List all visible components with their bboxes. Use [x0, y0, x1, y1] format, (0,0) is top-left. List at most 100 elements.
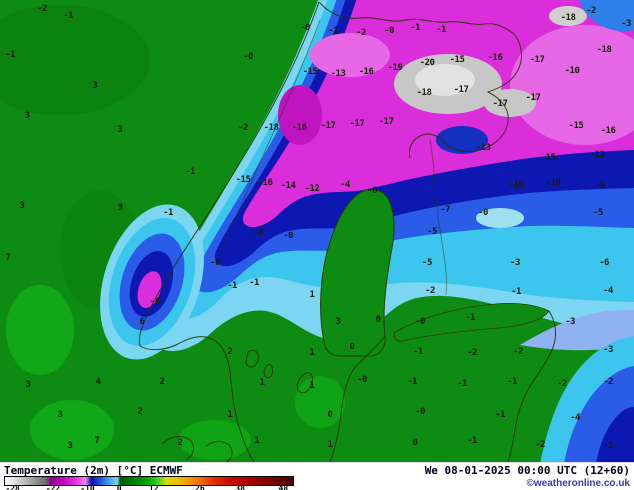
temp-label: -0 [415, 317, 425, 327]
temp-label: -1 [5, 50, 15, 60]
temp-label: -2 [425, 286, 435, 296]
temp-label: -5 [422, 258, 432, 268]
temp-label: -2 [467, 348, 477, 358]
white-sea-patch [436, 126, 488, 154]
temp-label: 3 [25, 380, 31, 390]
temp-label: 0 [375, 315, 381, 325]
temp-label: -20 [419, 58, 435, 68]
temp-label: 1 [309, 290, 315, 300]
temp-label: -1 [407, 377, 417, 387]
temp-label: 2 [159, 377, 165, 387]
temp-label: -15 [235, 175, 251, 185]
temp-label: 3 [92, 81, 98, 91]
temp-label: -15 [568, 121, 584, 131]
colorbar-tick: 48 [278, 484, 289, 490]
temp-label: 6 [139, 317, 145, 327]
temp-label: -1 [413, 347, 423, 357]
lake-patch [476, 208, 524, 228]
temp-label: -15 [302, 67, 318, 77]
gray-cold-core [415, 64, 475, 96]
temp-label: -3 [603, 345, 613, 355]
copyright-label: ©weatheronline.co.uk [526, 478, 630, 489]
temp-label: -1 [410, 23, 420, 33]
temp-label: -1 [457, 379, 467, 389]
temp-label: -13 [330, 69, 346, 79]
map-canvas: -2 -1 -0 -1 -2 -0 -1 -1 -2 -18 -3 -1 -0 -15 -13 -16 -19-… [0, 0, 634, 462]
temp-label: -13 [475, 143, 491, 153]
temp-label: 7 [5, 253, 11, 263]
temp-label: -3 [565, 317, 575, 327]
temp-label: -15 [449, 55, 465, 65]
colorbar-ticks: -28 -22 -10 0 12 26 38 48 [4, 484, 292, 490]
colorbar-tick: -28 [5, 484, 20, 490]
temp-label: -4 [340, 180, 350, 190]
temp-label: -2 [238, 123, 248, 133]
datetime-label: We 08-01-2025 00:00 UTC (12+60) [424, 464, 630, 477]
product-title: Temperature (2m) [°C] ECMWF [4, 464, 183, 477]
temp-label: 7 [94, 436, 100, 446]
temp-label: -0 [243, 52, 253, 62]
temp-label: 4 [95, 377, 101, 387]
temp-label: -1 [249, 278, 259, 288]
temp-label: -1 [185, 167, 195, 177]
temp-label: 3 [19, 201, 25, 211]
temp-label: -18 [416, 88, 432, 98]
temp-label: -17 [378, 117, 394, 127]
temp-label: -19 [387, 63, 403, 73]
cold-bands [148, 0, 634, 351]
temp-label: 3 [117, 203, 123, 213]
gray-cold-core [549, 6, 587, 26]
temp-label: -2 [603, 377, 613, 387]
temp-label: -18 [560, 13, 576, 23]
temp-label: -10 [508, 180, 524, 190]
temp-label: -12 [589, 150, 605, 160]
temp-label: -6 [367, 186, 377, 196]
temp-label: -15 [540, 153, 556, 163]
legend-bar: Temperature (2m) [°C] ECMWF We 08-01-202… [0, 462, 634, 490]
temp-label: -3 [510, 258, 520, 268]
temp-label: -6 [150, 297, 160, 307]
temperature-colorbar [4, 476, 294, 486]
temp-label: -17 [492, 99, 508, 109]
gray-cold-core [484, 89, 536, 117]
temp-label: -6 [599, 258, 609, 268]
temp-label: -1 [436, 25, 446, 35]
colorbar-tick: -10 [80, 484, 95, 490]
temp-label: 3 [57, 410, 63, 420]
warm-water [320, 189, 550, 357]
temp-label: -10 [564, 66, 580, 76]
temp-label: -18 [596, 45, 612, 55]
colorbar-tick: -22 [45, 484, 61, 490]
temp-label: -5 [427, 227, 437, 237]
temp-label: 3 [67, 441, 73, 451]
temp-label: -1 [328, 26, 338, 36]
temp-label: -17 [320, 121, 336, 131]
top-right-blue-corner [579, 0, 634, 32]
temp-label: -16 [358, 67, 374, 77]
colorbar-tick: 12 [148, 484, 159, 490]
temp-label: -2 [535, 440, 545, 450]
temp-label: 2 [177, 438, 183, 448]
temp-label: -17 [525, 93, 541, 103]
temp-label: -16 [487, 53, 503, 63]
temp-label: 3 [335, 317, 341, 327]
gulf-of-finland [394, 303, 550, 342]
temp-label: -0 [357, 375, 367, 385]
temp-label: -2 [513, 347, 523, 357]
temp-label: -2 [37, 4, 47, 14]
temp-label: -1 [465, 313, 475, 323]
temp-label: 3 [24, 111, 30, 121]
colorbar-tick: 0 [116, 484, 122, 490]
temp-label: -2 [356, 28, 366, 38]
temp-label: -16 [600, 126, 616, 136]
temp-label: -4 [603, 286, 613, 296]
temp-label: -0 [210, 258, 220, 268]
temp-label: 2 [137, 407, 143, 417]
temp-label: -14 [280, 181, 296, 191]
temp-label: -4 [570, 413, 580, 423]
temp-label: 1 [327, 440, 333, 450]
temp-label: -0 [415, 407, 425, 417]
temp-label: -1 [63, 11, 73, 21]
deep-magenta-patch [278, 85, 322, 145]
